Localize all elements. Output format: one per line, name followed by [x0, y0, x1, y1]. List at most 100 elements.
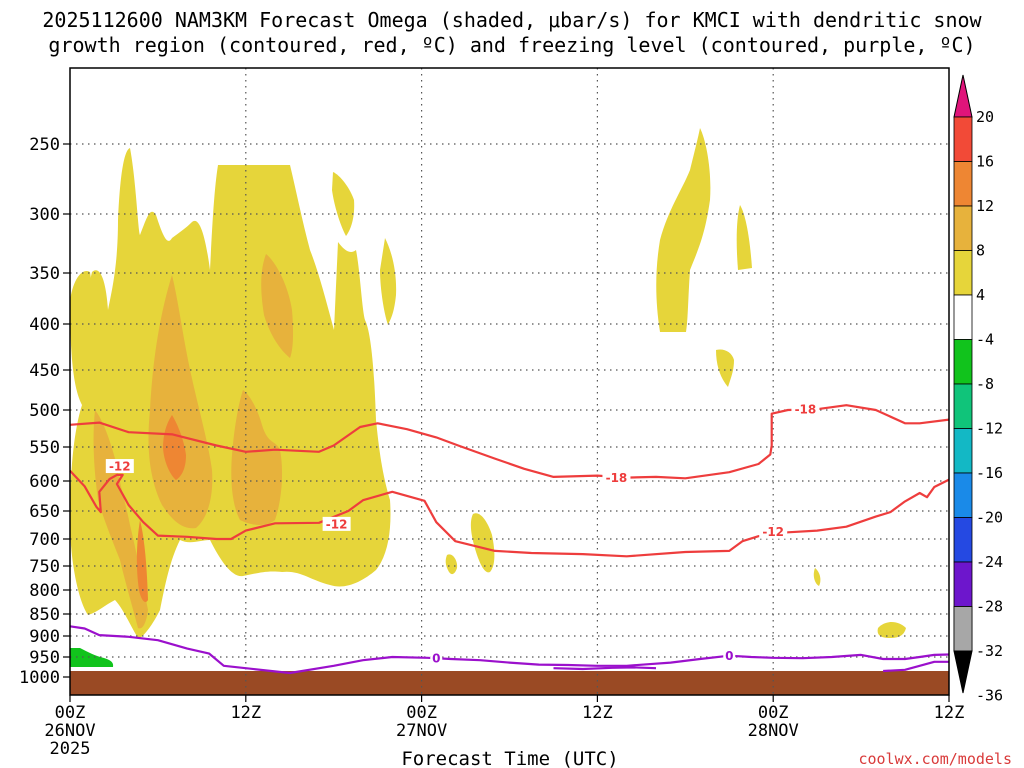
omega-region-yellow-main	[70, 148, 391, 639]
colorbar-label--12: -12	[976, 420, 1003, 438]
colorbar-bin--4-4	[953, 294, 973, 340]
y-tick-label-900: 900	[29, 627, 60, 647]
contour-label-dgz-bottom-minus-12-1: -12	[326, 517, 348, 531]
colorbar-bin-16-20	[953, 116, 973, 162]
colorbar-label--32: -32	[976, 642, 1003, 660]
colorbar-label-4: 4	[976, 286, 985, 304]
omega-region-orange-center	[163, 415, 186, 480]
contour-label-bg-dgz-top-minus-18-0	[602, 470, 631, 485]
contour-label-bg-freezing-level-0-1	[723, 648, 736, 663]
y-tick-label-500: 500	[29, 401, 60, 421]
contour-freezing-level-0-low	[553, 666, 657, 671]
y-tick-label-300: 300	[29, 205, 60, 225]
contour-dgz-bottom-minus-12	[69, 470, 950, 558]
y-axis-ticks: 2503003504004505005506006507007508008509…	[19, 135, 70, 688]
credit-text: coolwx.com/models	[858, 750, 1012, 768]
colorbar-bottom-arrow	[953, 650, 973, 694]
x-tick-label-12: 12Z	[230, 703, 261, 723]
colorbar-bin--20--16	[953, 472, 973, 518]
y-tick-label-400: 400	[29, 315, 60, 335]
x-tick-date-24: 27NOV	[396, 721, 447, 741]
y-tick-label-750: 750	[29, 557, 60, 577]
y-tick-label-850: 850	[29, 605, 60, 625]
contour-label-freezing-level-0-0: 0	[432, 651, 440, 665]
omega-region-yellow-right-tiny	[813, 568, 821, 586]
omega-region-green	[70, 648, 114, 667]
contour-freezing-level-0-right	[883, 660, 949, 673]
colorbar-label--36: -36	[976, 687, 1003, 705]
x-tick-label-0: 00Z	[55, 703, 86, 723]
x-tick-label-48: 00Z	[758, 703, 789, 723]
contour-label-dgz-bottom-minus-12-0: -12	[109, 460, 131, 474]
x-tick-year-0: 2025	[50, 739, 91, 759]
colorbar-label--20: -20	[976, 509, 1003, 527]
omega-shading	[70, 128, 906, 667]
contour-label-bg-dgz-top-minus-18-1	[791, 402, 820, 417]
ground-below-surface	[70, 671, 949, 695]
colorbar-bin--8--4	[953, 339, 973, 385]
y-tick-label-650: 650	[29, 502, 60, 522]
x-tick-label-36: 12Z	[582, 703, 613, 723]
colorbar-label-16: 16	[976, 153, 994, 171]
contour-label-dgz-top-minus-18-1: -18	[795, 403, 817, 417]
x-axis-label: Forecast Time (UTC)	[401, 748, 618, 768]
colorbar-bin--12--8	[953, 383, 973, 429]
colorbar-label-12: 12	[976, 197, 994, 215]
colorbar-label--16: -16	[976, 464, 1003, 482]
y-tick-label-350: 350	[29, 264, 60, 284]
x-tick-label-24: 00Z	[406, 703, 437, 723]
omega-region-tan-upper	[261, 254, 294, 358]
colorbar-bin-8-12	[953, 205, 973, 251]
x-tick-date-0: 26NOV	[44, 721, 95, 741]
y-tick-label-700: 700	[29, 530, 60, 550]
contour-label-bg-dgz-bottom-minus-12-1	[322, 516, 351, 531]
colorbar-bin-4-8	[953, 250, 973, 296]
colorbar-top-arrow	[953, 74, 973, 118]
colorbar: 20 16 12 8 4 -4 -8 -12 -16 -20 -24 -28 -32 -36	[953, 74, 1003, 705]
colorbar-label-20: 20	[976, 108, 994, 126]
omega-region-yellow-right-tall	[656, 128, 711, 332]
y-tick-label-550: 550	[29, 438, 60, 458]
omega-region-yellow-right-small	[716, 349, 734, 387]
y-tick-label-450: 450	[29, 361, 60, 381]
y-tick-label-250: 250	[29, 135, 60, 155]
chart-title-line2: growth region (contoured, red, ºC) and f…	[48, 33, 975, 57]
colorbar-bin--24--20	[953, 517, 973, 563]
colorbar-label--8: -8	[976, 375, 994, 393]
contour-lines: -18 -18 -12 -12 -12 0 0	[69, 402, 950, 675]
contour-label-dgz-bottom-minus-12-2: -12	[762, 525, 784, 539]
x-tick-label-60: 12Z	[934, 703, 965, 723]
contour-freezing-level-0	[69, 625, 950, 675]
colorbar-bin-12-16	[953, 161, 973, 207]
omega-region-yellow-right-strip	[736, 205, 752, 270]
x-tick-date-48: 28NOV	[748, 721, 799, 741]
y-tick-label-1000: 1000	[19, 668, 60, 688]
y-tick-label-950: 950	[29, 648, 60, 668]
omega-region-yellow-380	[380, 238, 397, 325]
chart-title-line1: 2025112600 NAM3KM Forecast Omega (shaded…	[42, 8, 982, 32]
contour-label-dgz-top-minus-18-0: -18	[606, 471, 628, 485]
omega-region-yellow-330	[332, 172, 355, 236]
omega-region-yellow-left	[70, 270, 93, 405]
colorbar-bin--28--24	[953, 561, 973, 607]
omega-region-yellow-right-low	[877, 622, 906, 638]
omega-region-tan-center	[148, 275, 213, 529]
contour-label-bg-dgz-bottom-minus-12-0	[105, 459, 134, 474]
colorbar-label--4: -4	[976, 331, 994, 349]
omega-region-yellow-750	[445, 554, 458, 575]
colorbar-bin--36--32	[953, 606, 973, 652]
colorbar-label--28: -28	[976, 598, 1003, 616]
colorbar-label--24: -24	[976, 553, 1003, 571]
omega-region-orange-left	[136, 520, 148, 602]
y-tick-label-600: 600	[29, 472, 60, 492]
y-tick-label-800: 800	[29, 581, 60, 601]
omega-region-yellow-700	[470, 513, 495, 573]
colorbar-label-8: 8	[976, 242, 985, 260]
contour-label-bg-dgz-bottom-minus-12-2	[759, 524, 788, 539]
omega-region-tan-lower	[231, 390, 283, 525]
colorbar-bin--16--12	[953, 428, 973, 474]
contour-label-freezing-level-0-1: 0	[725, 649, 733, 663]
contour-label-bg-freezing-level-0-0	[430, 650, 443, 665]
